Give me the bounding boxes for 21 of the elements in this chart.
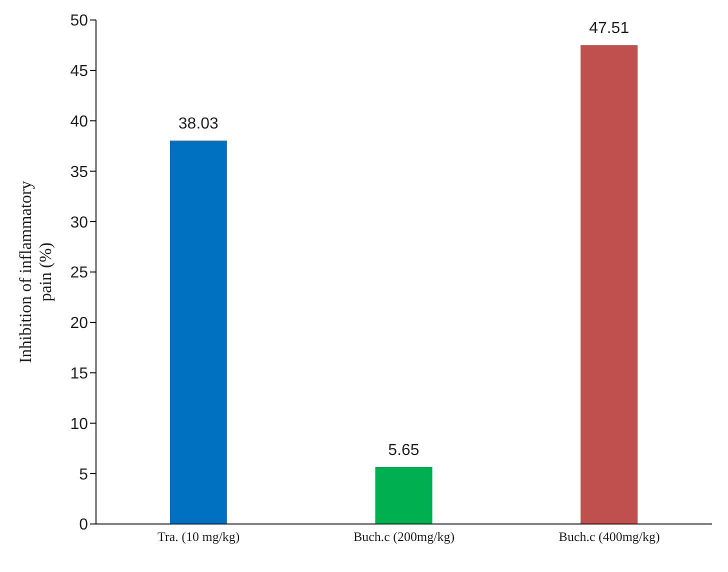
- data-label: 38.03: [178, 116, 219, 133]
- y-tick-label: 35: [70, 164, 88, 181]
- bar: [580, 45, 638, 524]
- bar: [170, 140, 227, 524]
- x-tick-label: Tra. (10 mg/kg): [158, 529, 240, 544]
- y-tick-label: 20: [70, 315, 88, 332]
- y-axis-title: Inhibition of inflammatory pain (%): [16, 180, 55, 364]
- y-tick-label: 0: [79, 516, 88, 534]
- y-tick-label: 50: [70, 12, 88, 30]
- y-tick-label: 25: [70, 264, 88, 282]
- x-tick-label: Buch.c (200mg/kg): [353, 529, 455, 544]
- data-label: 47.51: [589, 20, 630, 38]
- y-tick-label: 45: [70, 63, 88, 80]
- y-tick-label: 40: [70, 113, 88, 130]
- y-tick-label: 5: [79, 466, 88, 484]
- y-tick-label: 30: [70, 214, 88, 232]
- bar: [375, 467, 432, 524]
- y-tick-label: 10: [70, 416, 88, 433]
- data-label: 5.65: [388, 442, 420, 460]
- x-tick-label: Buch.c (400mg/kg): [558, 529, 660, 544]
- y-tick-label: 15: [70, 365, 88, 382]
